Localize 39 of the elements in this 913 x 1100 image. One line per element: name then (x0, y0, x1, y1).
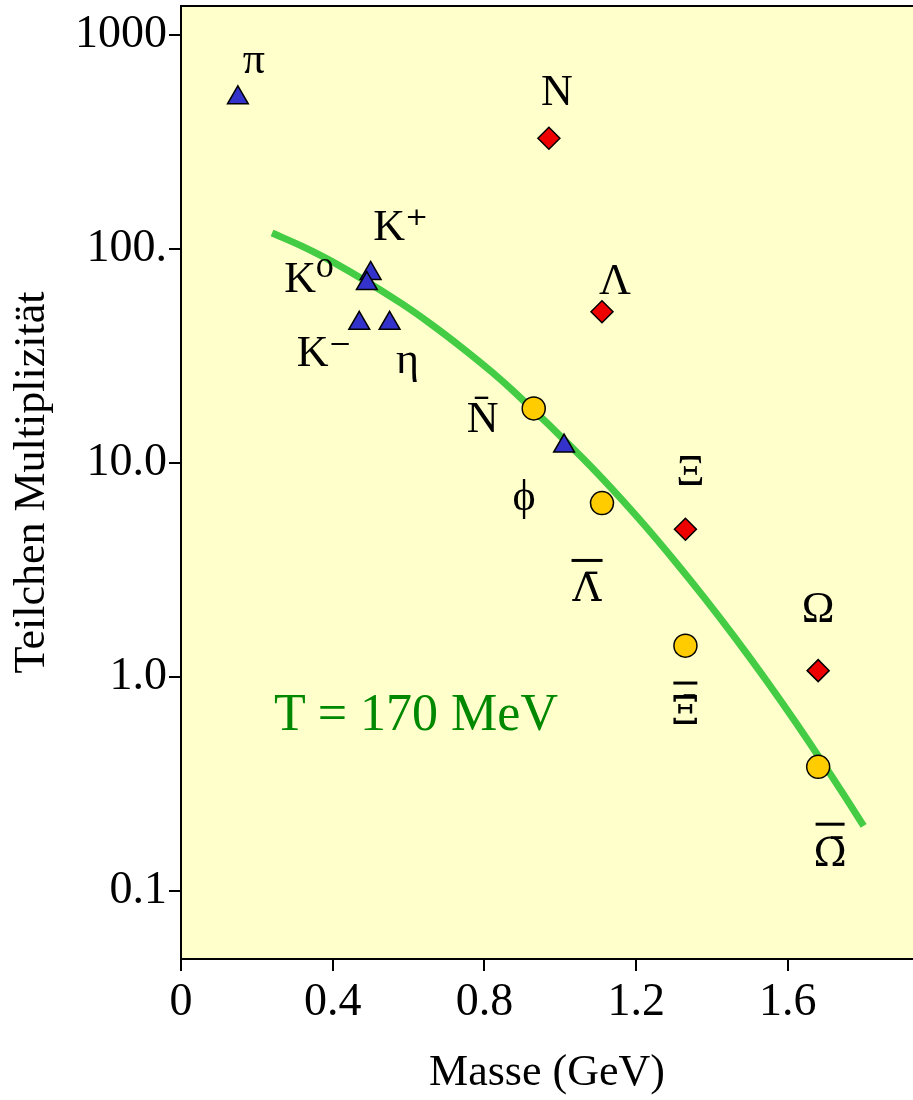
x-tick-label: 0.4 (303, 973, 362, 1025)
annotation: K⁰ (284, 253, 334, 303)
point (355, 270, 378, 291)
annotation: N (541, 65, 573, 115)
point (805, 754, 831, 780)
y-axis-title: Teilchen Multiplizität (4, 291, 54, 674)
annotation: ϕ (512, 470, 536, 520)
y-tick-label: 0.1 (109, 861, 167, 913)
annotation: η (396, 333, 420, 383)
annotation: K⁺ (373, 200, 429, 250)
x-tick-label: 1.2 (607, 973, 665, 1025)
annotation: T = 170 MeV (273, 683, 558, 741)
annotation: Ω (801, 583, 835, 633)
point (673, 517, 698, 542)
point (589, 490, 615, 516)
point (348, 310, 371, 331)
annotation: Λ (599, 255, 632, 305)
point (378, 310, 401, 331)
y-tick-label: 1000 (75, 6, 167, 58)
annotation: K⁻ (296, 326, 352, 376)
x-axis-title: Masse (GeV) (429, 1046, 665, 1096)
annotation: Ξ̄ (671, 687, 700, 734)
point (552, 433, 576, 453)
point (806, 658, 830, 683)
y-tick-label: 100. (86, 220, 167, 272)
point (590, 299, 614, 324)
annotation: Ω̄ (813, 829, 847, 876)
point (226, 85, 250, 105)
point (673, 633, 698, 658)
annotation: Λ̄ (571, 564, 603, 611)
annotation: N̄ (466, 392, 499, 442)
y-tick-label: 1.0 (109, 648, 167, 699)
x-tick-label: 1.6 (759, 973, 817, 1025)
annotation: Ξ (676, 445, 705, 495)
point (521, 396, 546, 421)
annotation: π (242, 34, 265, 84)
x-tick-label: 0.8 (455, 973, 514, 1025)
y-tick-label: 10.0 (86, 434, 167, 486)
x-tick-label: 0 (169, 973, 193, 1025)
